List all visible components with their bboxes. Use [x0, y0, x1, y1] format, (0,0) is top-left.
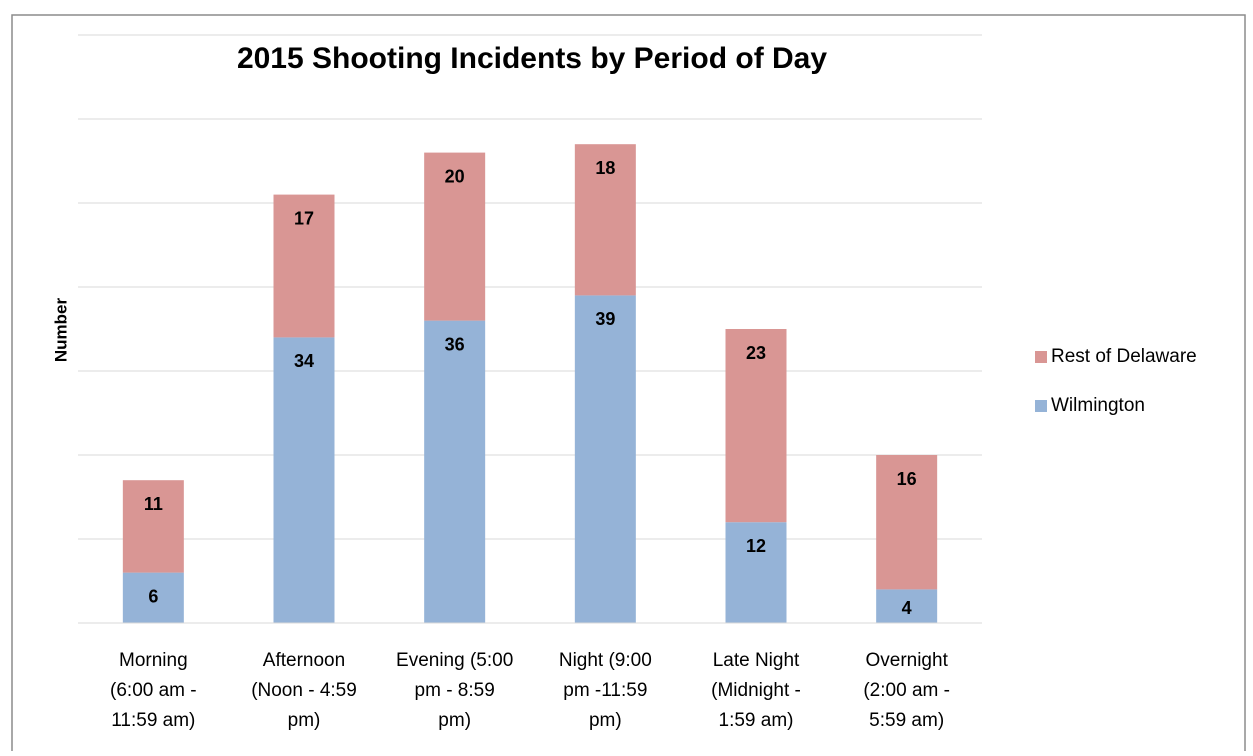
x-tick-label: pm -11:59	[563, 680, 647, 701]
bar-segment	[273, 337, 335, 623]
bar-segment	[876, 455, 938, 590]
bar-segment	[574, 144, 636, 296]
data-label: 34	[294, 351, 314, 371]
bar-segment	[424, 152, 486, 321]
bar-segment	[725, 329, 787, 523]
x-tick-label: 1:59 am)	[719, 710, 794, 731]
data-label: 36	[445, 334, 465, 354]
x-tick-label: 5:59 am)	[869, 710, 944, 731]
bar-segment	[273, 194, 335, 338]
x-tick-label: pm)	[288, 710, 321, 731]
data-label: 17	[294, 208, 314, 228]
y-axis-label: Number	[51, 298, 70, 363]
bar-segment	[122, 480, 184, 573]
chart-title: 2015 Shooting Incidents by Period of Day	[237, 42, 827, 75]
x-tick-label: Night (9:00	[559, 650, 652, 671]
x-tick-label: Morning	[119, 650, 188, 671]
x-tick-label: pm)	[438, 710, 471, 731]
bar-segment	[725, 522, 787, 623]
bar-segment	[122, 572, 184, 623]
x-tick-label: pm - 8:59	[415, 680, 495, 701]
legend-label: Rest of Delaware	[1051, 346, 1197, 367]
x-tick-label: Overnight	[865, 650, 948, 671]
x-tick-label: 11:59 am)	[111, 710, 195, 731]
data-label: 11	[144, 494, 163, 514]
legend-swatch	[1035, 351, 1047, 363]
bar-segment	[424, 320, 486, 623]
data-label: 6	[148, 586, 158, 606]
x-tick-label: (6:00 am -	[110, 680, 197, 701]
data-label: 23	[746, 343, 766, 363]
data-label: 20	[445, 166, 465, 186]
data-label: 16	[897, 469, 917, 489]
x-tick-label: (Noon - 4:59	[251, 680, 357, 701]
x-tick-label: (Midnight -	[711, 680, 801, 701]
x-tick-label: pm)	[589, 710, 622, 731]
data-label: 39	[595, 309, 615, 329]
data-label: 4	[902, 598, 912, 618]
legend-label: Wilmington	[1051, 395, 1145, 416]
data-label: 18	[595, 158, 615, 178]
data-label: 12	[746, 536, 766, 556]
bar-segment	[574, 295, 636, 623]
x-tick-label: Evening (5:00	[396, 650, 513, 671]
bar-segment	[876, 589, 938, 623]
x-tick-label: Afternoon	[263, 650, 345, 671]
x-tick-label: Late Night	[713, 650, 800, 671]
x-tick-label: (2:00 am -	[863, 680, 950, 701]
legend-swatch	[1035, 400, 1047, 412]
